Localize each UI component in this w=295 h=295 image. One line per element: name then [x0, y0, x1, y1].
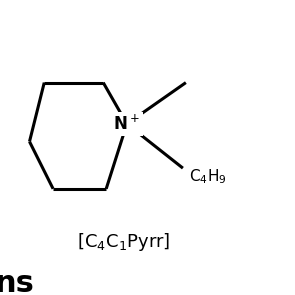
Text: N$^+$: N$^+$: [113, 114, 140, 134]
Text: [C$_4$C$_1$Pyrr]: [C$_4$C$_1$Pyrr]: [77, 231, 171, 253]
Text: ns: ns: [0, 269, 34, 295]
Text: C$_4$H$_9$: C$_4$H$_9$: [189, 168, 227, 186]
